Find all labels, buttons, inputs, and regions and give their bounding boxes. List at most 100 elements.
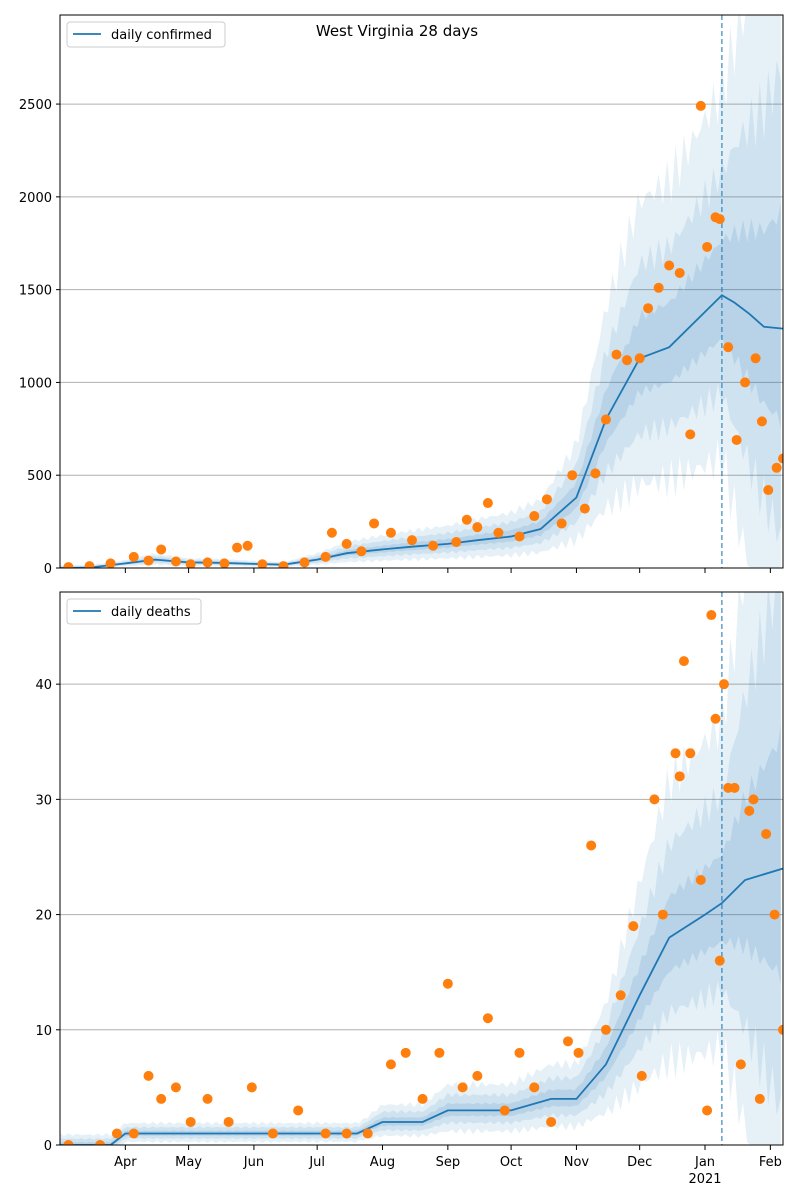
confirmed-y-axis: 0 500 1000 1500 2000 2500: [19, 98, 60, 577]
confirmed-observed-points: [63, 100, 783, 568]
data-point: [341, 538, 352, 549]
uncertainty-band: [60, 60, 781, 568]
data-point: [482, 1013, 493, 1024]
data-point: [600, 414, 611, 425]
data-point: [63, 1140, 74, 1145]
data-point: [529, 511, 540, 522]
y-tick-label: 2000: [19, 191, 52, 206]
data-point: [649, 794, 660, 805]
confirmed-uncertainty-bands: [60, 15, 781, 568]
data-point: [771, 462, 782, 473]
data-point: [562, 1036, 573, 1047]
deaths-legend: daily deaths: [66, 598, 202, 625]
data-point: [600, 1024, 611, 1035]
deaths-panel: 0 10 20 30 40 daily deaths: [35, 591, 784, 1154]
x-year-label: 2021: [688, 1172, 721, 1187]
y-tick-label: 10: [35, 1024, 52, 1039]
data-point: [769, 909, 780, 920]
y-tick-label: 2500: [19, 98, 52, 113]
data-point: [156, 544, 167, 555]
data-point: [400, 1047, 411, 1058]
data-point: [482, 498, 493, 509]
data-point: [472, 1070, 483, 1081]
data-point: [567, 470, 578, 481]
data-point: [461, 514, 472, 525]
data-point: [634, 353, 645, 364]
x-tick-label: Aug: [370, 1155, 395, 1170]
data-point: [750, 353, 761, 364]
data-point: [744, 805, 755, 816]
y-tick-label: 1000: [19, 376, 52, 391]
data-point: [546, 1116, 557, 1127]
data-point: [63, 562, 74, 568]
data-point: [748, 794, 759, 805]
data-point: [657, 909, 668, 920]
data-point: [223, 1116, 234, 1127]
y-tick-label: 40: [35, 678, 52, 693]
data-point: [499, 1105, 510, 1116]
deaths-series-line: [60, 867, 783, 1145]
data-point: [185, 559, 196, 568]
data-point: [320, 1128, 331, 1139]
data-point: [451, 537, 462, 548]
data-point: [95, 1140, 106, 1145]
data-point: [735, 1059, 746, 1070]
data-point: [278, 561, 289, 568]
data-point: [267, 1128, 278, 1139]
data-point: [643, 303, 654, 314]
data-point: [105, 558, 116, 568]
data-point: [636, 1070, 647, 1081]
data-point: [246, 1082, 257, 1093]
data-point: [442, 978, 453, 989]
legend-box: [66, 598, 202, 625]
data-point: [434, 1047, 445, 1058]
data-point: [579, 503, 590, 514]
data-point: [143, 555, 154, 566]
x-tick-label: Jan: [694, 1155, 715, 1170]
x-tick-label: Dec: [627, 1155, 652, 1170]
data-point: [385, 527, 396, 538]
deaths-axes-frame: [59, 591, 784, 1146]
data-point: [611, 349, 622, 360]
data-point: [754, 1093, 765, 1104]
legend-label: daily deaths: [111, 605, 191, 620]
confirmed-legend: daily confirmed: [66, 21, 226, 48]
x-tick-label: Jun: [243, 1155, 264, 1170]
data-point: [731, 434, 742, 445]
data-point: [457, 1082, 468, 1093]
data-point: [111, 1128, 122, 1139]
data-point: [678, 656, 689, 667]
data-point: [128, 1128, 139, 1139]
data-point: [417, 1093, 428, 1104]
data-point: [702, 1105, 713, 1116]
data-point: [299, 557, 310, 568]
data-point: [514, 1047, 525, 1058]
data-point: [714, 214, 725, 225]
data-point: [170, 1082, 181, 1093]
data-point: [702, 241, 713, 252]
confirmed-panel: 0 500 1000 1500 2000 2500 daily confirmed: [19, 14, 784, 577]
y-tick-label: 0: [44, 1139, 52, 1154]
x-tick-label: Nov: [564, 1155, 590, 1170]
data-point: [369, 518, 380, 529]
data-point: [362, 1128, 373, 1139]
data-point: [685, 429, 696, 440]
data-point: [356, 546, 367, 557]
data-point: [143, 1070, 154, 1081]
data-point: [493, 527, 504, 538]
data-point: [664, 260, 675, 271]
data-point: [128, 551, 139, 562]
x-tick-label: Jul: [308, 1155, 325, 1170]
data-point: [341, 1128, 352, 1139]
x-tick-label: Oct: [500, 1155, 522, 1170]
x-axis: Apr May Jun Jul Aug Sep Oct Nov Dec Jan Feb 2021: [114, 1155, 782, 1187]
data-point: [756, 416, 767, 427]
data-point: [695, 100, 706, 111]
data-point: [293, 1105, 304, 1116]
data-point: [573, 1047, 584, 1058]
data-point: [586, 840, 597, 851]
uncertainty-band: [60, 592, 781, 1145]
data-point: [685, 748, 696, 759]
y-tick-label: 20: [35, 909, 52, 924]
